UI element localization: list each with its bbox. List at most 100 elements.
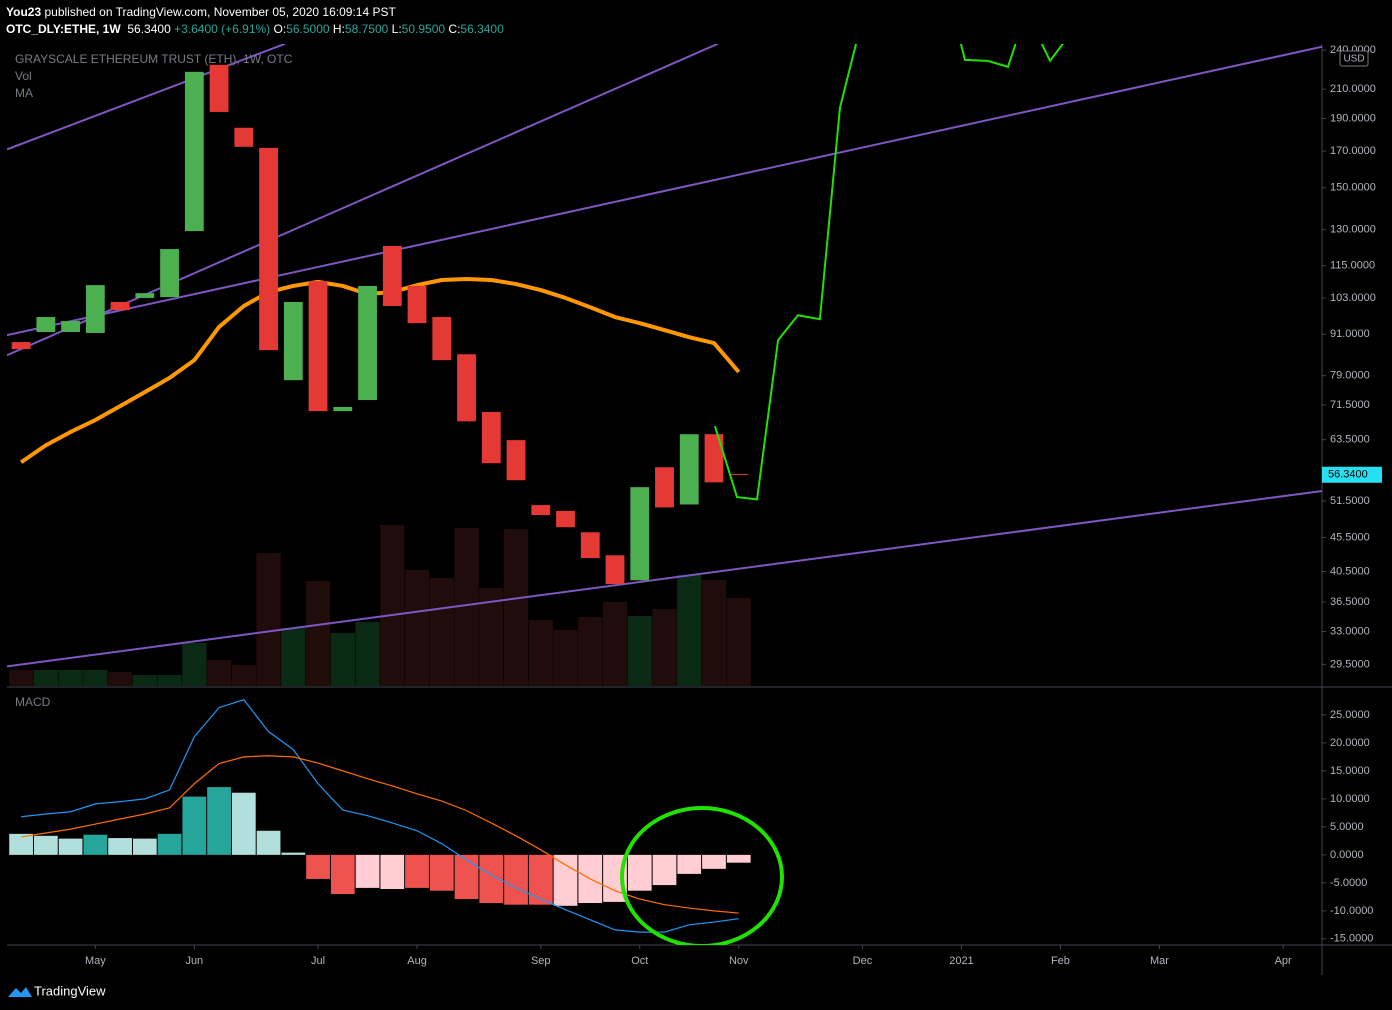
header: You23 published on TradingView.com, Nove… xyxy=(6,4,504,38)
macd-legend: MACD xyxy=(15,695,51,709)
volume-bar xyxy=(380,525,405,686)
candle-body xyxy=(333,406,353,412)
volume-bar xyxy=(83,670,108,686)
y-tick-label: -10.0000 xyxy=(1330,905,1373,917)
volume-bar xyxy=(330,633,355,686)
volume-bar xyxy=(627,616,652,686)
histogram-bar xyxy=(726,854,751,863)
histogram-bar xyxy=(652,854,677,886)
price-pane xyxy=(7,44,1322,686)
moving-average xyxy=(19,276,741,464)
candle-body xyxy=(506,440,526,481)
y-tick-label: 45.5000 xyxy=(1330,531,1370,543)
logo xyxy=(8,987,32,997)
y-tick-label: 91.0000 xyxy=(1330,328,1370,340)
candle-body xyxy=(36,317,56,332)
x-tick-label: Oct xyxy=(631,955,648,967)
y-tick-label: 71.5000 xyxy=(1330,399,1370,411)
trendline xyxy=(7,44,286,151)
x-tick-label: May xyxy=(85,955,106,967)
volume-bar xyxy=(578,617,603,686)
x-tick-label: Feb xyxy=(1051,955,1070,967)
change: +3.6400 (+6.91%) xyxy=(174,22,271,36)
candle-body xyxy=(283,301,303,381)
x-tick-label: Jun xyxy=(185,955,203,967)
volume-bar xyxy=(281,628,306,686)
ohlc-label: L: xyxy=(391,22,402,36)
volume-bar xyxy=(652,609,677,686)
volume-bar xyxy=(107,672,133,686)
histogram-bar xyxy=(330,854,355,895)
ohlc-label: O: xyxy=(273,22,287,36)
histogram-bar xyxy=(132,838,157,855)
y-tick-label: 170.0000 xyxy=(1330,145,1376,157)
volume-bar xyxy=(404,570,430,686)
volume-bar xyxy=(602,602,628,686)
histogram-bar xyxy=(702,854,726,869)
candle-body xyxy=(630,487,650,581)
y-tick-label: 79.0000 xyxy=(1330,370,1370,382)
volume-bar xyxy=(33,670,58,686)
histogram-bar xyxy=(58,838,83,855)
candle-body xyxy=(11,342,31,350)
candle-body xyxy=(432,317,452,361)
y-tick-label: -15.0000 xyxy=(1330,933,1373,945)
volume-bar xyxy=(182,643,207,686)
y-tick-label: 25.0000 xyxy=(1330,709,1370,721)
ohlc-value: 50.9500 xyxy=(401,22,446,36)
candle-body xyxy=(655,467,674,508)
volume-bar xyxy=(256,553,281,686)
histogram-bar xyxy=(33,835,58,855)
ohlc-value: 56.5000 xyxy=(286,22,330,36)
x-tick-label: Apr xyxy=(1275,955,1292,967)
candle-body xyxy=(457,354,476,422)
volume-bar xyxy=(701,580,727,686)
y-tick-label: 20.0000 xyxy=(1330,737,1370,749)
author: You23 xyxy=(6,5,42,19)
y-tick-label: 10.0000 xyxy=(1330,793,1370,805)
volume-bar xyxy=(677,575,702,686)
macd-line xyxy=(21,755,739,914)
last-price-label: 56.3400 xyxy=(1328,469,1368,481)
histogram-bar xyxy=(231,792,256,855)
currency: USD xyxy=(1343,54,1364,65)
candle-body xyxy=(358,285,377,401)
candle-body xyxy=(85,285,105,333)
candle-body xyxy=(531,505,551,516)
x-tick-label: Jul xyxy=(311,955,325,967)
candle-body xyxy=(135,293,155,298)
candle-body xyxy=(382,245,402,307)
volume-bar xyxy=(157,675,182,686)
candle-body xyxy=(160,249,179,298)
histogram-bar xyxy=(182,796,207,855)
x-tick-label: Nov xyxy=(729,955,749,967)
candle-body xyxy=(407,285,427,324)
y-tick-label: -5.0000 xyxy=(1330,877,1367,889)
candle-body xyxy=(729,473,749,475)
histogram-bar xyxy=(207,787,231,855)
histogram-bar xyxy=(627,854,652,891)
last: 56.3400 xyxy=(127,22,171,36)
published: published on TradingView.com, November 0… xyxy=(44,5,396,19)
volume-bar xyxy=(503,529,529,686)
y-tick-label: 210.0000 xyxy=(1330,83,1376,95)
histogram-bar xyxy=(108,838,132,855)
histogram-bar xyxy=(454,854,479,900)
candle-body xyxy=(209,64,229,112)
volume-bar xyxy=(355,622,380,686)
candle-body xyxy=(110,301,130,311)
y-tick-label: 29.5000 xyxy=(1330,658,1370,670)
candle-body xyxy=(679,434,699,505)
candle-body xyxy=(184,71,204,232)
y-tick-label: 33.0000 xyxy=(1330,625,1370,637)
volume-bar xyxy=(132,675,157,686)
y-tick-label: 36.5000 xyxy=(1330,596,1370,608)
x-tick-label: Dec xyxy=(853,955,873,967)
volume-bar xyxy=(58,670,83,686)
histogram-bar xyxy=(281,852,306,855)
ohlc-label: C: xyxy=(448,22,461,36)
currency-box xyxy=(1339,50,1369,67)
candle-body xyxy=(605,555,625,585)
histogram-bar xyxy=(306,854,330,879)
trendline xyxy=(7,45,1322,337)
